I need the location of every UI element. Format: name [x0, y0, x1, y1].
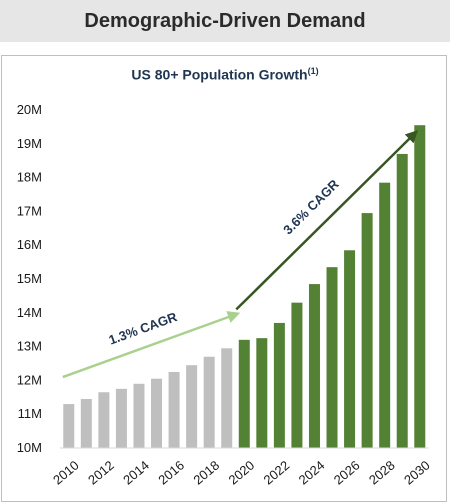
- bar-2011: [80, 398, 92, 448]
- x-tick-label: 2012: [85, 458, 117, 488]
- chart-panel: US 80+ Population Growth(1) 10M 11M 12M 13M…: [1, 55, 447, 502]
- bar-2023: [291, 302, 303, 448]
- cagr-arrow-1: [62, 311, 241, 379]
- header-banner: Demographic-Driven Demand: [0, 0, 450, 42]
- bar-2028: [379, 182, 391, 449]
- x-tick-label: 2010: [50, 458, 82, 488]
- chart-title-text: US 80+ Population Growth: [131, 66, 308, 83]
- bar-2021: [256, 338, 268, 448]
- x-tick-label: 2016: [155, 458, 187, 488]
- x-tick-label: 2030: [401, 458, 433, 488]
- bar-2014: [133, 383, 145, 448]
- bar-2017: [186, 365, 198, 448]
- x-tick-label: 2028: [366, 458, 398, 488]
- x-tick-label: 2026: [331, 458, 363, 488]
- bar-2019: [221, 348, 233, 448]
- cagr-arrow-2: [235, 130, 419, 311]
- bar-2025: [326, 267, 338, 448]
- bar-2020: [238, 339, 250, 448]
- bar-2029: [396, 153, 408, 448]
- bar-2010: [63, 404, 75, 448]
- y-tick-label: 10M: [17, 440, 42, 455]
- bar-2012: [98, 392, 110, 448]
- x-tick-label: 2020: [225, 458, 257, 488]
- chart-title-footnote: (1): [307, 66, 319, 76]
- bar-2016: [168, 371, 180, 448]
- y-tick-label: 20M: [17, 102, 42, 117]
- y-tick-label: 12M: [17, 372, 42, 387]
- page-title: Demographic-Driven Demand: [84, 9, 366, 32]
- chart-title: US 80+ Population Growth(1): [2, 66, 448, 83]
- bar-2030: [414, 125, 426, 449]
- cagr-label-1: 1.3% CAGR: [107, 309, 180, 348]
- x-tick-label: 2022: [261, 458, 293, 488]
- y-tick-label: 16M: [17, 237, 42, 252]
- bar-2027: [361, 213, 373, 448]
- bar-2026: [344, 250, 356, 448]
- y-tick-label: 18M: [17, 170, 42, 185]
- x-tick-label: 2024: [296, 458, 328, 488]
- y-tick-label: 13M: [17, 339, 42, 354]
- y-tick-label: 19M: [17, 136, 42, 151]
- bar-2024: [308, 284, 320, 448]
- x-tick-label: 2018: [190, 458, 222, 488]
- x-tick-label: 2014: [120, 458, 152, 488]
- bar-2018: [203, 356, 215, 448]
- bar-2015: [151, 378, 163, 448]
- y-tick-label: 15M: [17, 271, 42, 286]
- y-tick-label: 14M: [17, 305, 42, 320]
- y-tick-label: 17M: [17, 203, 42, 218]
- bar-2022: [273, 322, 285, 448]
- bar-2013: [115, 388, 127, 448]
- cagr-label-2: 3.6% CAGR: [280, 176, 342, 237]
- y-tick-label: 11M: [18, 406, 42, 421]
